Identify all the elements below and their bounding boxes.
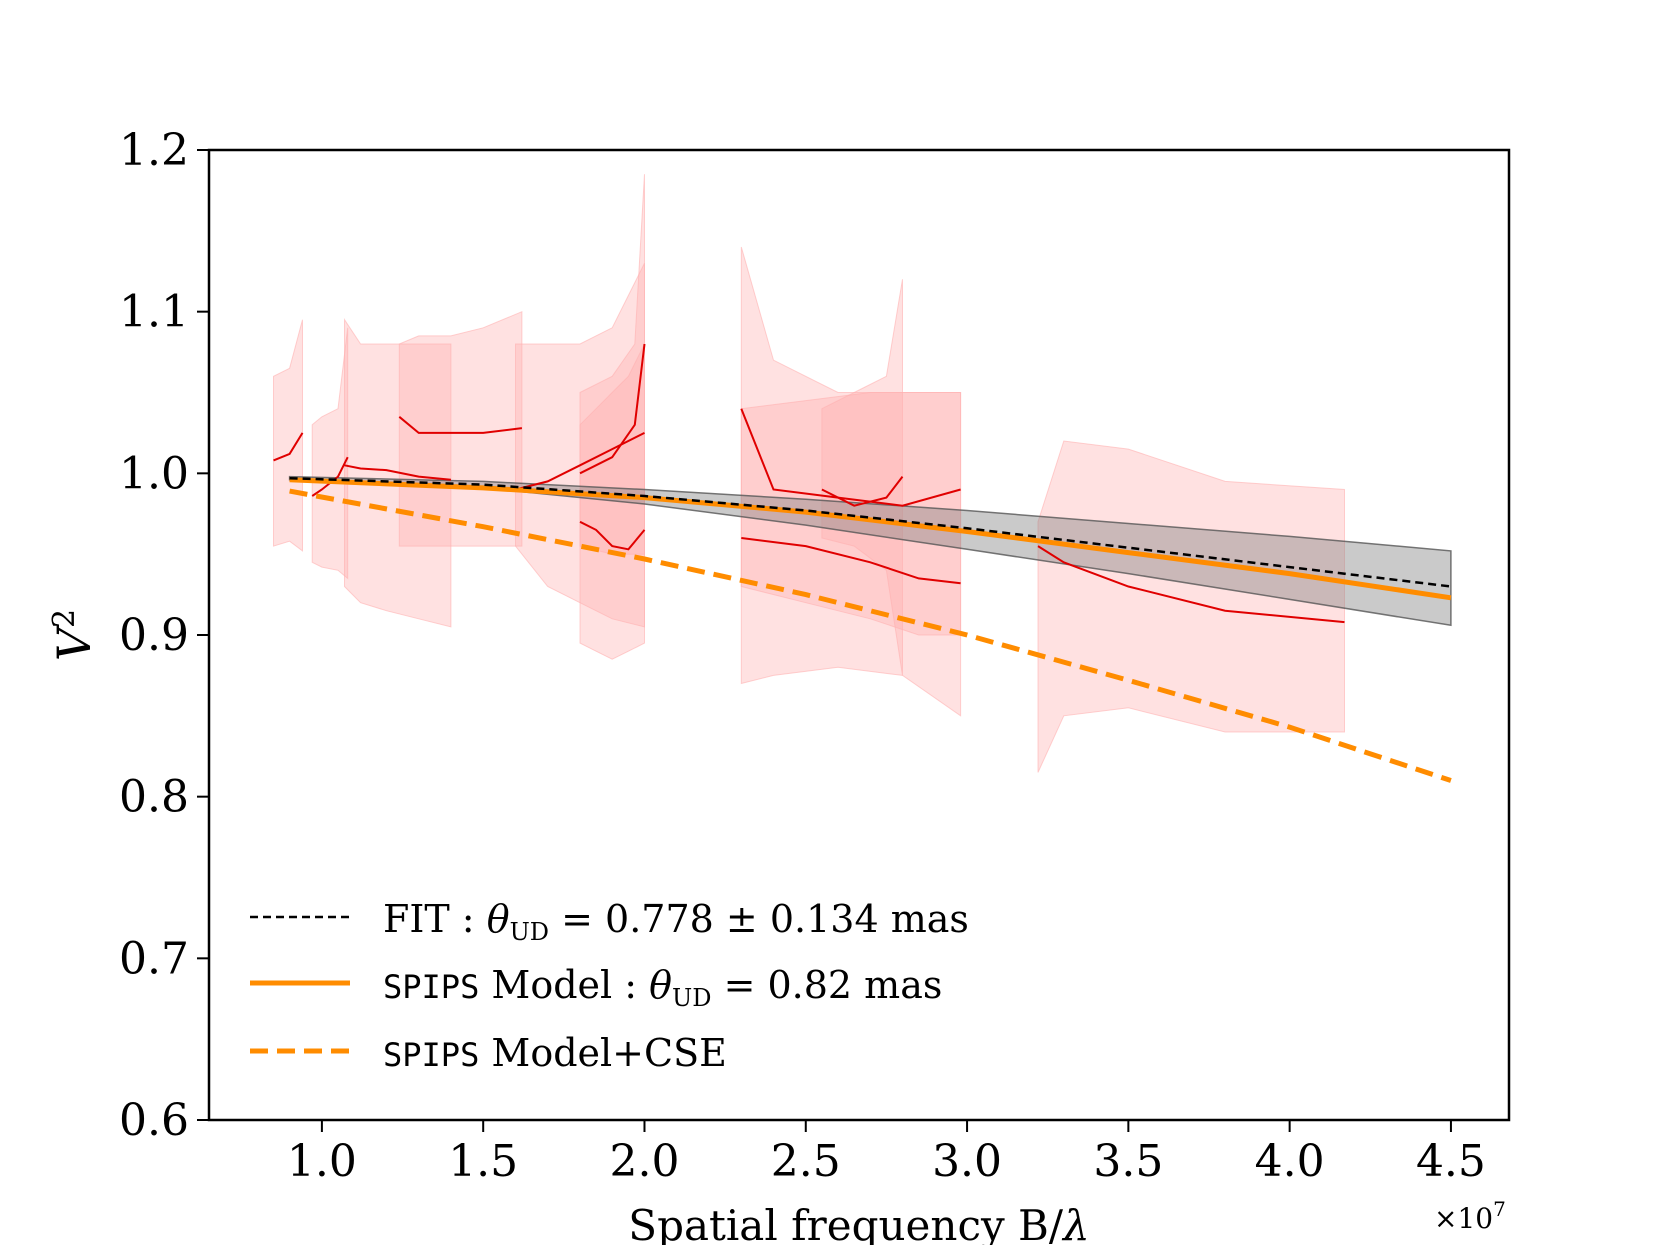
legend-fit-theta-sub: UD xyxy=(510,918,549,946)
legend-model-mono: SPIPS xyxy=(383,968,479,1006)
observation-band-6 xyxy=(579,343,645,660)
legend-model-cse-rest: Model+CSE xyxy=(479,1031,727,1075)
observation-line-1 xyxy=(273,432,304,462)
observation-band-10 xyxy=(821,279,903,676)
fit-band-group xyxy=(288,475,1452,627)
observation-band-8 xyxy=(740,246,962,717)
x-tick-label: 3.0 xyxy=(932,1136,1002,1187)
y-tick-label: 1.1 xyxy=(119,287,189,338)
x-axis-label: Spatial frequency B/λ xyxy=(628,1201,1089,1245)
y-tick-label: 0.7 xyxy=(119,933,189,984)
x-scale-factor-base: ×10 xyxy=(1434,1202,1493,1235)
observation-line-11 xyxy=(1037,545,1345,624)
observation-band-2 xyxy=(311,327,349,580)
x-tick-label: 1.0 xyxy=(287,1136,357,1187)
observation-line-6 xyxy=(579,520,646,551)
observation-band-11 xyxy=(1037,440,1345,773)
legend-model-theta: θ xyxy=(649,963,672,1007)
model-cse-line xyxy=(289,488,1452,783)
legend-model-theta-sub: UD xyxy=(672,984,711,1012)
x-axis-label-prefix: Spatial frequency B/ xyxy=(628,1201,1064,1245)
y-tick-label: 1.2 xyxy=(119,125,189,176)
x-tick-label: 3.5 xyxy=(1093,1136,1163,1187)
observation-band-4 xyxy=(398,310,523,547)
x-tick-label: 1.5 xyxy=(448,1136,518,1187)
x-tick-label: 4.0 xyxy=(1255,1136,1325,1187)
fit-uncertainty-band xyxy=(288,475,1452,627)
y-axis: 0.6 0.7 0.8 0.9 1.0 1.1 1.2 xyxy=(119,125,209,1146)
legend: FIT : θUD = 0.778 ± 0.134 mas SPIPS Mode… xyxy=(250,897,969,1075)
observation-line-7 xyxy=(579,343,646,475)
observation-line-9 xyxy=(741,537,961,585)
x-scale-factor: ×107 xyxy=(1434,1197,1506,1235)
legend-model-cse-label: SPIPS Model+CSE xyxy=(383,1031,727,1075)
model-line xyxy=(289,477,1452,601)
fit-line xyxy=(289,476,1452,588)
observation-line-10 xyxy=(821,475,904,507)
y-tick-label: 1.0 xyxy=(119,448,189,499)
series-lines xyxy=(289,476,1452,783)
legend-model-label: SPIPS Model : θUD = 0.82 mas xyxy=(383,963,942,1012)
legend-fit-value: = 0.778 ± 0.134 mas xyxy=(549,897,969,941)
observation-line-3 xyxy=(344,464,451,481)
legend-fit-prefix: FIT : xyxy=(383,897,487,941)
legend-fit-theta: θ xyxy=(487,897,510,941)
observation-lines xyxy=(273,343,1345,624)
y-tick-label: 0.8 xyxy=(119,772,189,823)
y-axis-label: V2 xyxy=(47,609,101,661)
x-tick-label: 2.0 xyxy=(609,1136,679,1187)
x-axis-label-symbol: λ xyxy=(1061,1201,1090,1245)
x-tick-label: 4.5 xyxy=(1416,1136,1486,1187)
legend-fit-label: FIT : θUD = 0.778 ± 0.134 mas xyxy=(383,897,969,946)
legend-model-rest: Model : xyxy=(479,963,649,1007)
y-axis-label-base: V xyxy=(47,623,101,661)
x-axis: 1.0 1.5 2.0 2.5 3.0 3.5 4.0 4.5 xyxy=(287,1120,1486,1187)
observation-line-5 xyxy=(515,432,645,491)
x-scale-factor-exp: 7 xyxy=(1493,1197,1506,1221)
x-tick-label: 2.5 xyxy=(771,1136,841,1187)
legend-model-cse-mono: SPIPS xyxy=(383,1036,479,1074)
y-axis-label-sup: 2 xyxy=(47,609,82,628)
plot-area xyxy=(273,174,1452,783)
observation-line-4 xyxy=(398,416,523,434)
legend-model-value: = 0.82 mas xyxy=(711,963,942,1007)
observation-bands xyxy=(273,174,1345,773)
y-tick-label: 0.6 xyxy=(119,1095,189,1146)
y-tick-label: 0.9 xyxy=(119,610,189,661)
